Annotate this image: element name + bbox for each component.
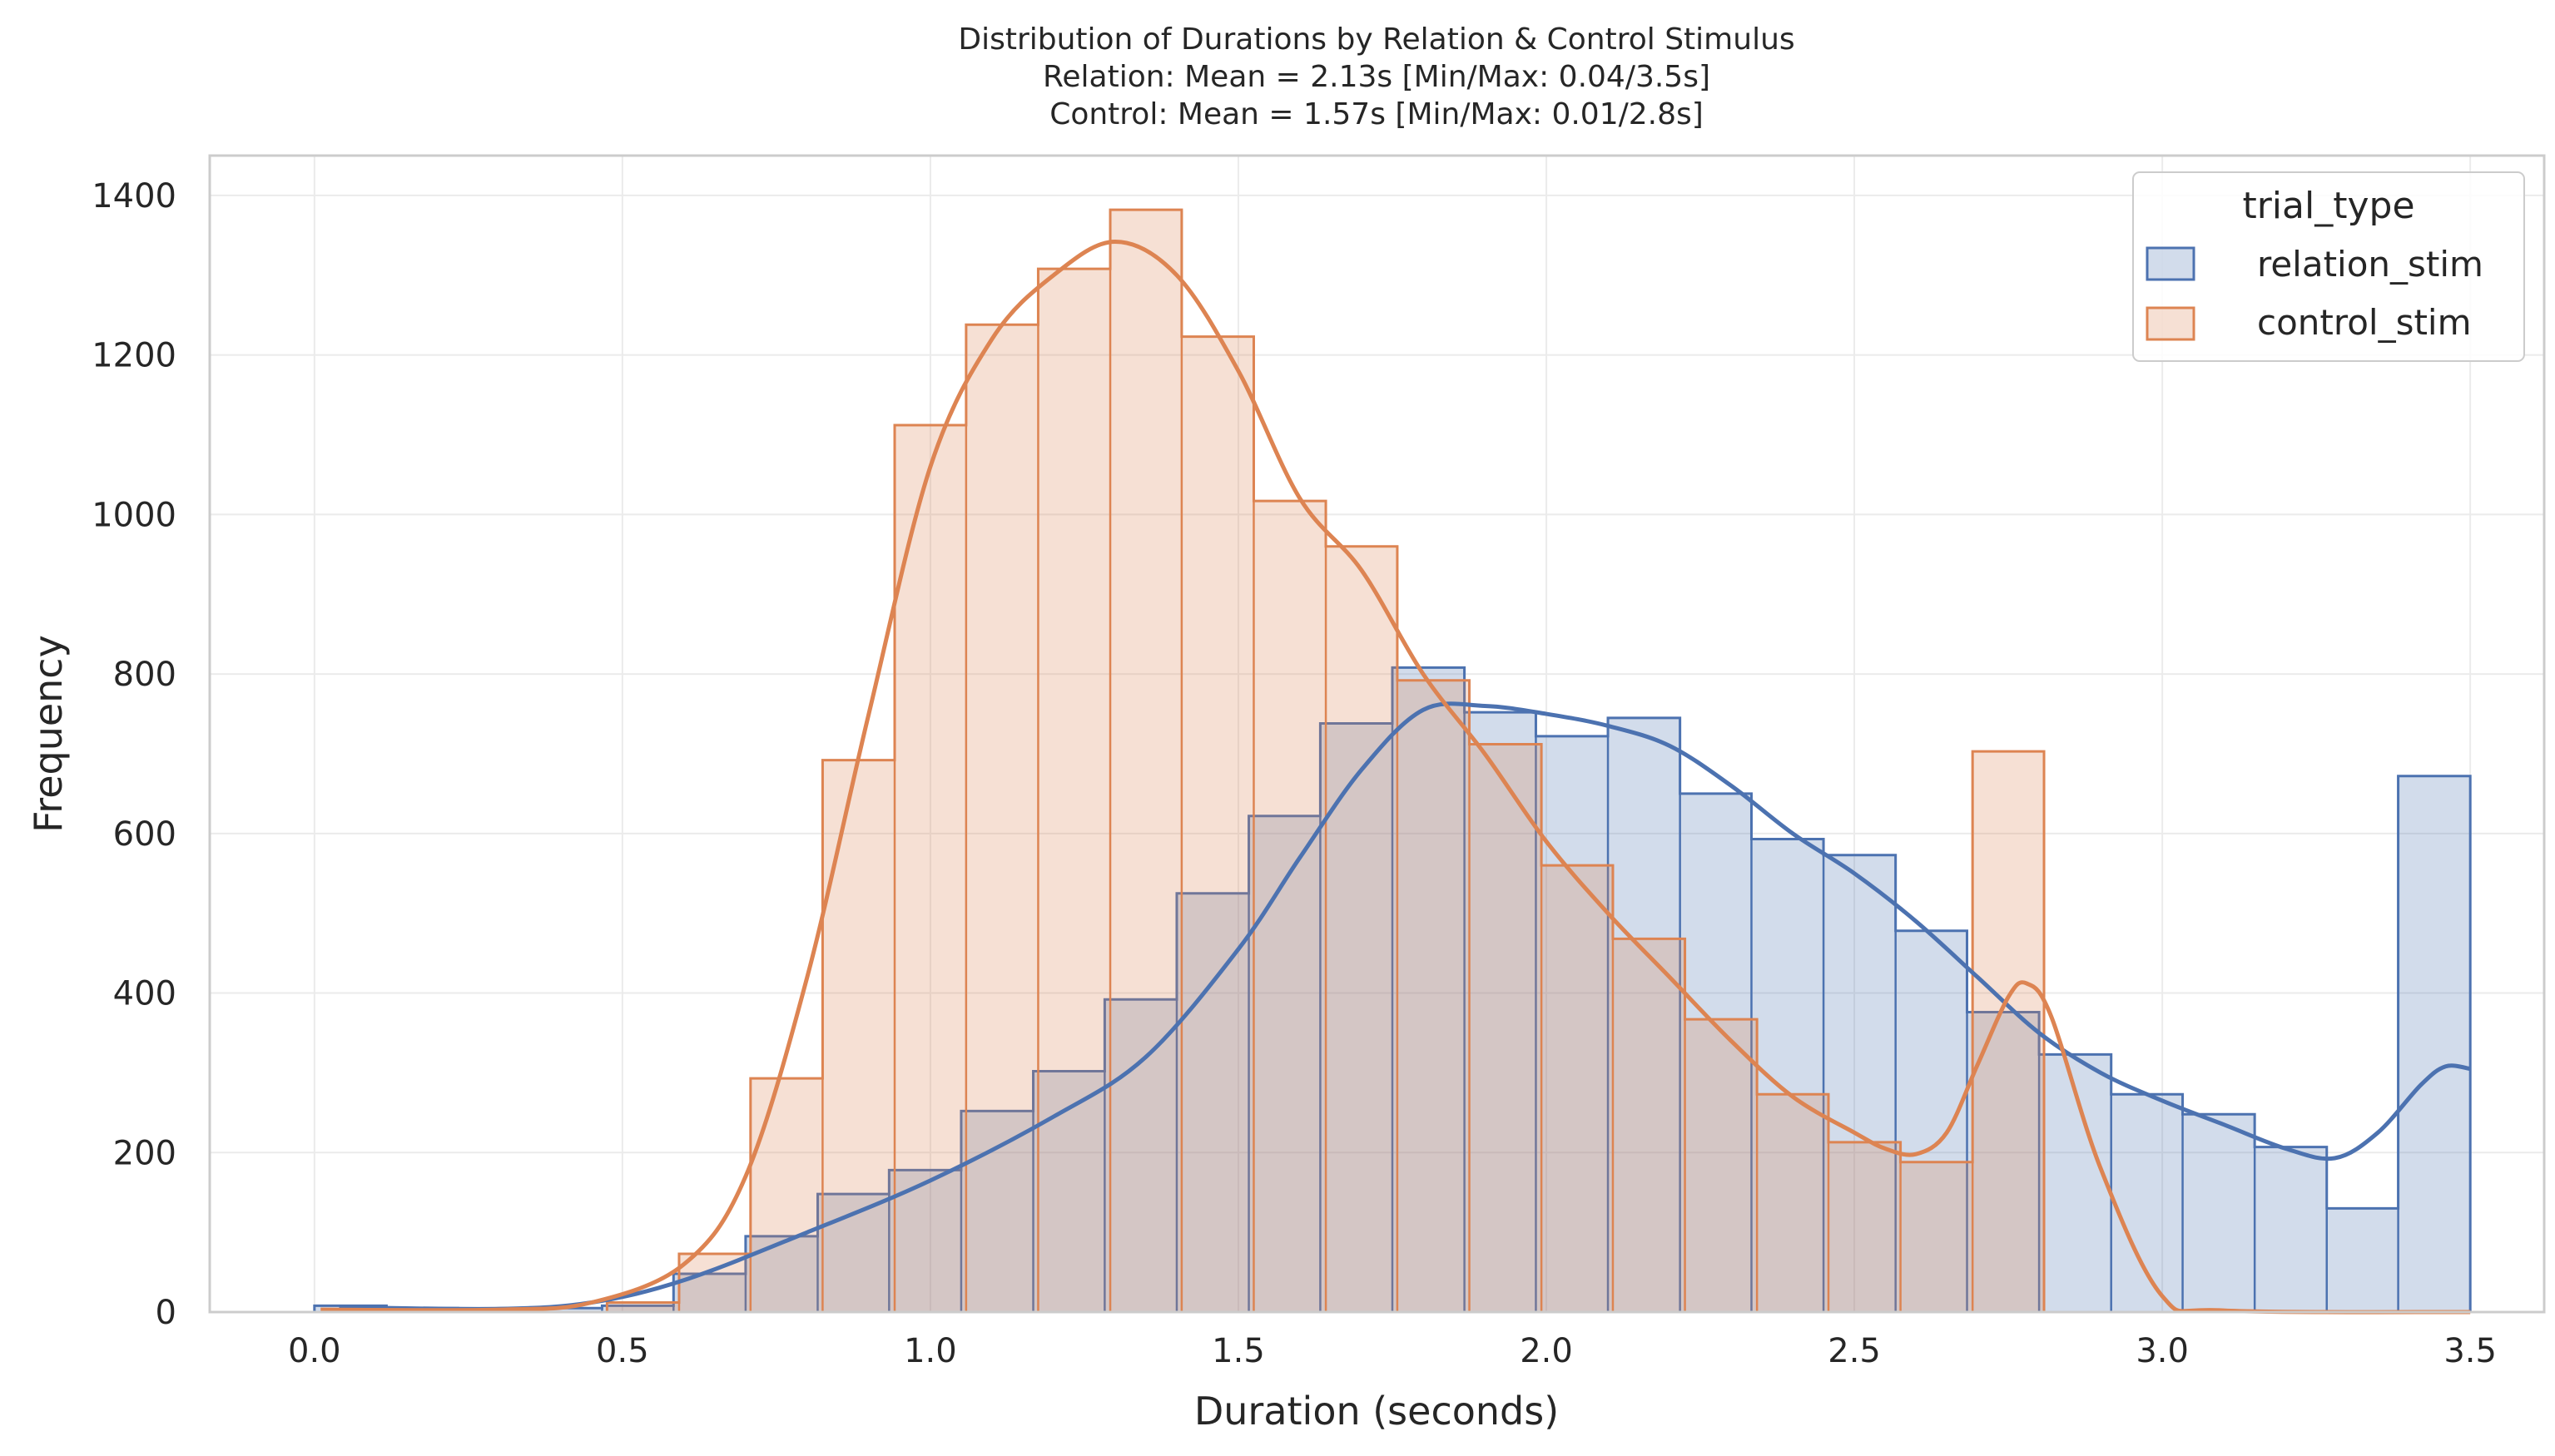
relation_stim-bar-14 — [1320, 723, 1393, 1312]
relation_stim-bar-21 — [1823, 854, 1896, 1312]
y-tick-label-6: 1200 — [92, 337, 176, 375]
control_stim-bar-16 — [1757, 1094, 1828, 1312]
relation_stim-bar-12 — [1176, 893, 1249, 1312]
x-tick-label-3: 1.5 — [1212, 1332, 1265, 1370]
y-tick-label-0: 0 — [156, 1294, 176, 1332]
control_stim-bar-11 — [1397, 680, 1470, 1312]
x-axis-ticks: 0.0 0.5 1.0 1.5 2.0 2.5 3.0 3.5 — [288, 1332, 2497, 1370]
y-axis-label: Frequency — [26, 635, 71, 833]
relation_stim-bar-18 — [1608, 717, 1680, 1312]
relation_stim-bar-11 — [1104, 999, 1177, 1312]
relation_stim-bar-29 — [2398, 775, 2471, 1312]
x-tick-label-0: 0.0 — [288, 1332, 341, 1370]
legend-box — [2132, 171, 2525, 362]
legend-label-control: control_stim — [2257, 302, 2472, 343]
relation_stim-bar-10 — [1033, 1071, 1105, 1312]
relation_stim-bar-25 — [2111, 1094, 2183, 1312]
legend: trial_type relation_stim control_stim — [2132, 171, 2525, 362]
relation_stim-bar-28 — [2326, 1208, 2399, 1312]
control_stim-step-outline — [605, 208, 2046, 1312]
legend-swatch-control — [2146, 306, 2195, 341]
relation_stim-bar-19 — [1679, 793, 1752, 1312]
x-tick-label-4: 2.0 — [1520, 1332, 1573, 1370]
x-tick-label-1: 0.5 — [596, 1332, 649, 1370]
series-relation_stim — [313, 666, 2472, 1312]
y-tick-label-5: 1000 — [92, 496, 176, 534]
control_stim-bar-12 — [1469, 744, 1542, 1312]
control_stim-bar-10 — [1326, 546, 1397, 1312]
control_stim-bar-13 — [1541, 865, 1613, 1312]
control_stim-bar-8 — [1181, 336, 1254, 1312]
control_stim-kde-line — [320, 240, 2471, 1315]
relation_stim-bar-9 — [960, 1111, 1034, 1312]
x-tick-label-6: 3.0 — [2136, 1332, 2189, 1370]
relation_stim-bar-3 — [529, 1308, 603, 1312]
x-tick-label-7: 3.5 — [2443, 1332, 2497, 1370]
legend-label-relation: relation_stim — [2257, 244, 2483, 285]
y-tick-label-7: 1400 — [92, 177, 176, 215]
relation_stim-bar-17 — [1535, 735, 1609, 1312]
control_stim-bar-4 — [894, 425, 966, 1312]
control_stim-bar-19 — [1972, 751, 2045, 1312]
relation_stim-bar-4 — [602, 1305, 674, 1312]
control_stim-bar-17 — [1828, 1142, 1901, 1312]
y-tick-label-2: 400 — [113, 975, 176, 1013]
y-axis-ticks: 0 200 400 600 800 1000 1200 1400 — [92, 177, 176, 1332]
legend-swatch-relation — [2146, 246, 2195, 281]
plot-frame — [208, 154, 2546, 1314]
title-line-2: Relation: Mean = 2.13s [Min/Max: 0.04/3.… — [1043, 60, 1710, 94]
relation_stim-bar-27 — [2255, 1146, 2327, 1312]
control_stim-bar-1 — [678, 1254, 751, 1312]
relation_stim-step-outline — [313, 666, 2472, 1312]
relation_stim-bar-13 — [1248, 815, 1321, 1312]
control_stim-bar-3 — [822, 760, 895, 1312]
y-tick-label-4: 800 — [113, 656, 176, 694]
control_stim-bar-9 — [1253, 501, 1327, 1312]
control_stim-bar-2 — [750, 1078, 823, 1312]
x-tick-label-2: 1.0 — [904, 1332, 957, 1370]
relation_stim-bar-6 — [745, 1236, 818, 1312]
control_stim-bar-0 — [607, 1302, 679, 1312]
histogram-bars — [313, 208, 2472, 1313]
relation_stim-bar-15 — [1392, 667, 1465, 1312]
title-line-1: Distribution of Durations by Relation & … — [958, 22, 1794, 57]
title-line-3: Control: Mean = 1.57s [Min/Max: 0.01/2.8… — [1049, 97, 1704, 131]
control_stim-bar-15 — [1684, 1019, 1758, 1312]
x-tick-label-5: 2.5 — [1828, 1332, 1881, 1370]
control_stim-bar-14 — [1612, 938, 1685, 1312]
y-tick-label-1: 200 — [113, 1134, 176, 1172]
chart-title: Distribution of Durations by Relation & … — [958, 22, 1794, 131]
control_stim-bar-7 — [1110, 210, 1182, 1313]
control_stim-bar-6 — [1038, 269, 1111, 1312]
relation_stim-bar-26 — [2182, 1114, 2255, 1312]
y-tick-label-3: 600 — [113, 815, 176, 854]
x-axis-label: Duration (seconds) — [1194, 1389, 1559, 1434]
legend-title: trial_type — [2242, 185, 2414, 227]
control_stim-bar-18 — [1900, 1161, 1973, 1312]
kde-curves — [320, 240, 2471, 1315]
control_stim-bar-5 — [965, 324, 1039, 1313]
relation_stim-bar-20 — [1751, 839, 1824, 1312]
series-control_stim — [605, 208, 2046, 1313]
relation_stim-kde-line — [339, 701, 2471, 1311]
